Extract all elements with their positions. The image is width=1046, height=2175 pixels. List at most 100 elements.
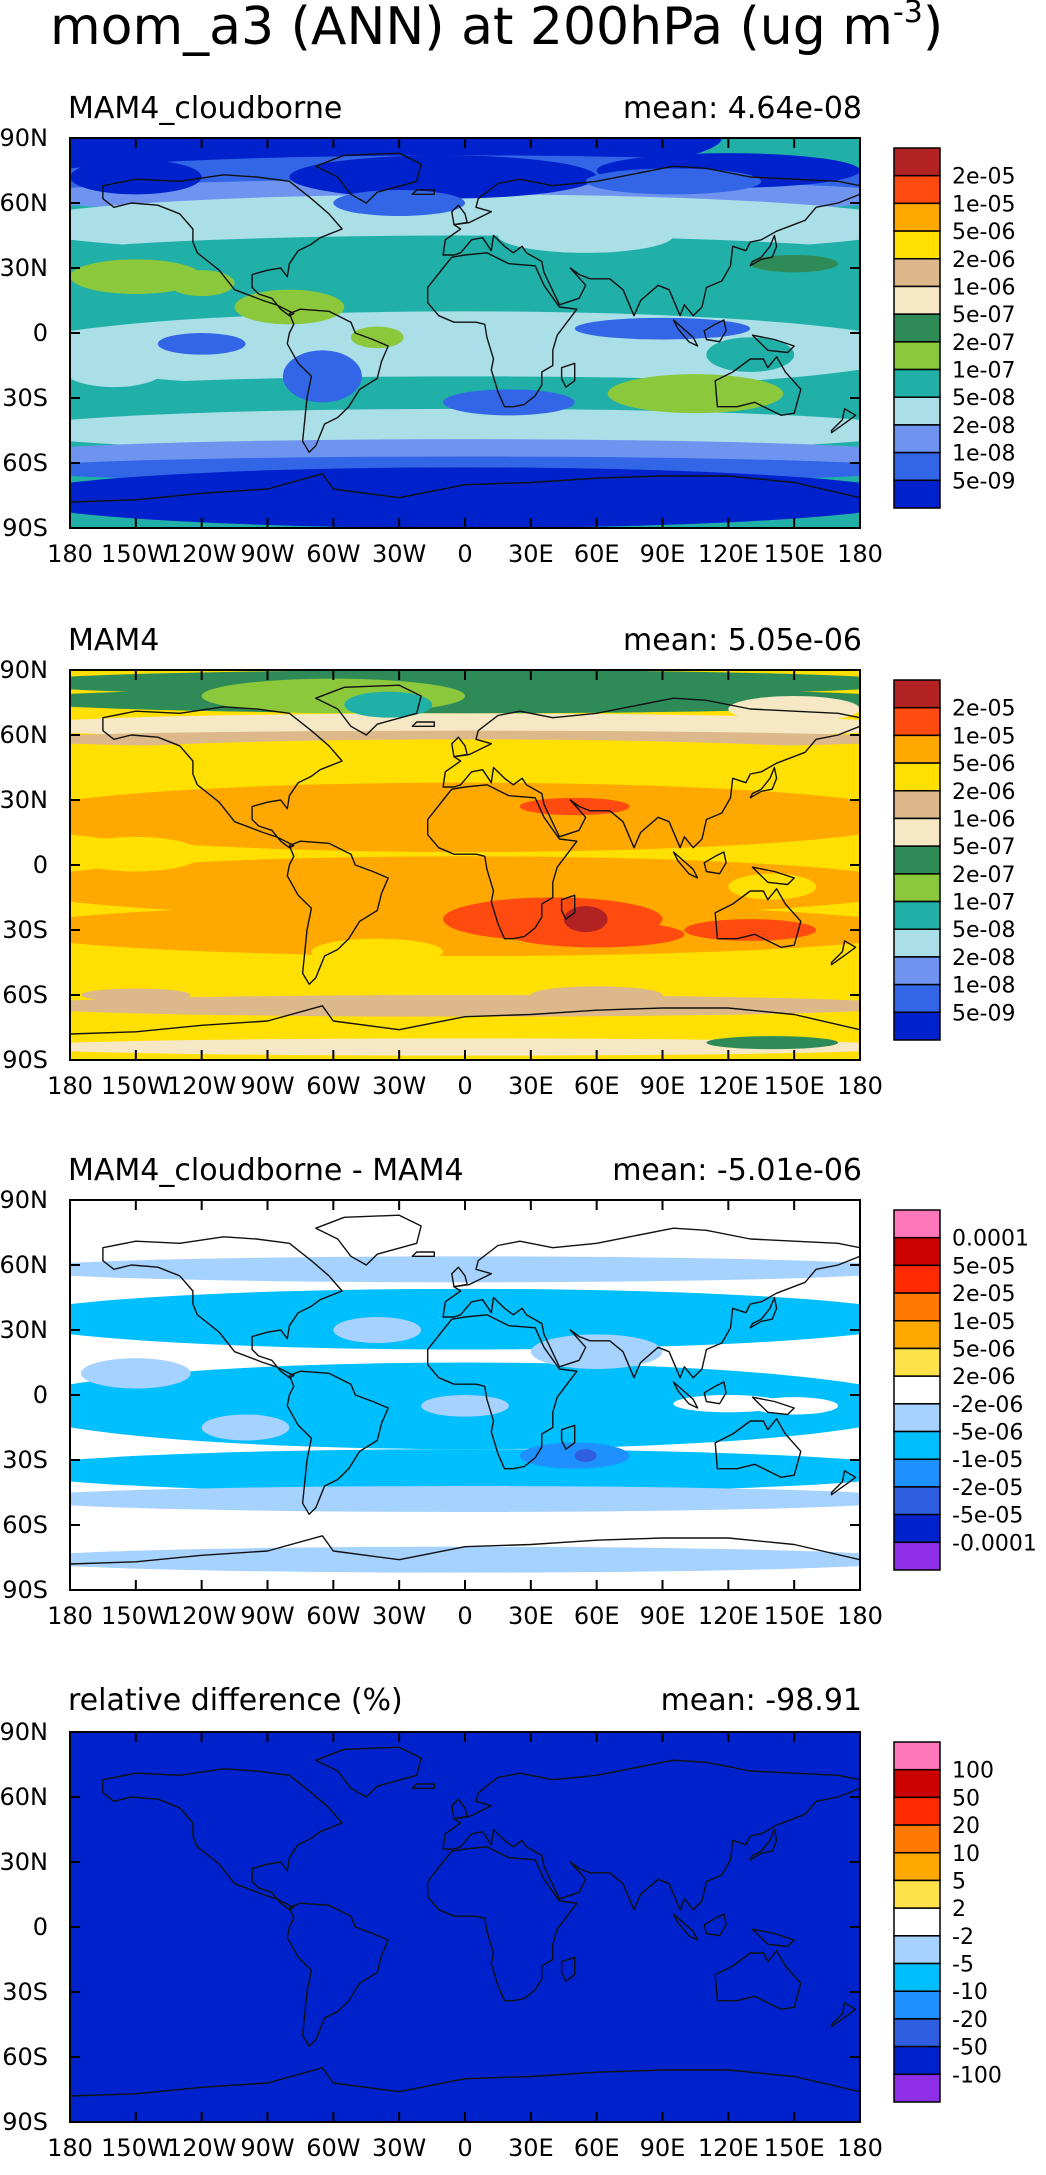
panel-4-map [69,1731,861,2123]
colorbar-swatch [893,424,941,454]
x-tick-label: 150E [764,2134,825,2162]
coastline-south-america [286,840,389,985]
colorbar-swatch [893,1824,941,1854]
colorbar-swatch [893,1292,941,1322]
panel-1-mean: mean: 4.64e-08 [623,91,862,126]
field-band [70,467,860,528]
y-tick-label: 90S [2,1576,48,1604]
colorbar-swatch [893,285,941,315]
x-tick-label: 60W [306,2134,360,2162]
colorbar-label: 2e-07 [952,331,1015,356]
field-band [70,1546,860,1573]
colorbar-swatch [893,202,941,232]
coastline-madagascar [560,362,576,388]
colorbar-label: -0.0001 [952,1531,1037,1556]
y-tick-label: 90S [2,1046,48,1074]
coastline-australia [714,888,802,948]
x-tick-label: 120E [698,540,759,568]
field-contour-region [91,1518,224,1532]
y-tick-label: 30S [2,384,48,412]
y-tick-label: 90S [2,514,48,542]
x-tick-label: 120E [698,1072,759,1100]
field-contour-region [333,1317,422,1343]
coastline-south-america [286,1902,389,2047]
x-tick-label: 30W [372,1602,426,1630]
coastline-greenland [315,1214,422,1266]
colorbar-label: 2e-06 [952,780,1015,805]
colorbar-label: 2e-05 [952,165,1015,190]
colorbar-label: 5e-08 [952,386,1015,411]
field-contour-region [574,1449,597,1463]
x-tick-label: 120W [167,1602,237,1630]
colorbar-label: 10 [952,1842,980,1867]
field-contour-region [706,1036,839,1050]
colorbar-label: 1e-05 [952,724,1015,749]
coastline-iceland [411,1251,435,1257]
x-tick-label: 120W [167,2134,237,2162]
field-contour-region [168,270,235,297]
colorbar-label: 1e-06 [952,807,1015,832]
x-tick-label: 30W [372,540,426,568]
colorbar-label: -5e-06 [952,1421,1023,1446]
x-tick-label: 90W [240,2134,294,2162]
field-contour-region [574,317,751,340]
coastline-antarctica [70,473,860,528]
colorbar-swatch [893,368,941,398]
field-contour-region [585,168,762,195]
x-tick-label: 90W [240,1072,294,1100]
panel-4-mean: mean: -98.91 [661,1683,862,1718]
x-tick-label: 180 [837,540,883,568]
panel-1-field [70,138,860,528]
panel-3-label: MAM4_cloudborne - MAM4 [68,1153,464,1188]
y-tick-label: 90N [0,1186,48,1214]
coastline-new-zealand [830,408,857,434]
colorbar-swatch [893,1011,941,1041]
colorbar-swatch [893,1236,941,1267]
panel-1: MAM4_cloudborne mean: 4.64e-08 2e-05 1e-0… [0,91,1015,568]
colorbar-swatch [893,2018,941,2048]
field-band [70,1256,860,1283]
y-tick-label: 30S [2,1978,48,2006]
panel-1-label: MAM4_cloudborne [68,91,342,126]
y-tick-label: 30N [0,1316,48,1344]
x-tick-label: 90W [240,540,294,568]
coastline-greenland [315,1746,422,1798]
x-tick-label: 180 [47,540,93,568]
panel-2-mean: mean: 5.05e-06 [623,623,862,658]
x-tick-label: 180 [47,2134,93,2162]
coastline-madagascar [560,1956,576,1982]
coastline-africa [427,252,578,408]
colorbar-swatch [893,1458,941,1488]
coastline-antarctica [70,1005,860,1060]
field-contour-region [333,190,465,216]
colorbar-label: 1e-07 [952,359,1015,384]
colorbar-label: -2e-06 [952,1393,1023,1418]
colorbar-swatch [893,734,941,764]
coastline-iceland [411,721,435,727]
x-tick-label: 120E [698,2134,759,2162]
colorbar-swatch [893,230,941,260]
coastline-south-america [286,308,389,453]
colorbar-swatch [893,2045,941,2076]
colorbar-label: 2e-08 [952,414,1015,439]
field-contour-region [497,218,674,253]
y-tick-label: 60N [0,1783,48,1811]
coastline-japan [749,766,778,799]
x-tick-label: 180 [47,1602,93,1630]
coastline-new-zealand [830,2002,857,2028]
colorbar-swatch [893,1768,941,1799]
x-tick-label: 60W [306,1602,360,1630]
coastline-greenland [315,152,422,204]
x-tick-label: 0 [457,1072,472,1100]
panel-2-label: MAM4 [68,623,159,658]
colorbar-label: -2 [952,1925,974,1950]
coastline-australia [714,356,802,416]
colorbar-label: 20 [952,1814,980,1839]
colorbar-label: 2e-05 [952,1282,1015,1307]
y-tick-label: 0 [33,1381,48,1409]
colorbar-label: 5e-07 [952,303,1015,328]
coastline-borneo [703,1913,727,1937]
